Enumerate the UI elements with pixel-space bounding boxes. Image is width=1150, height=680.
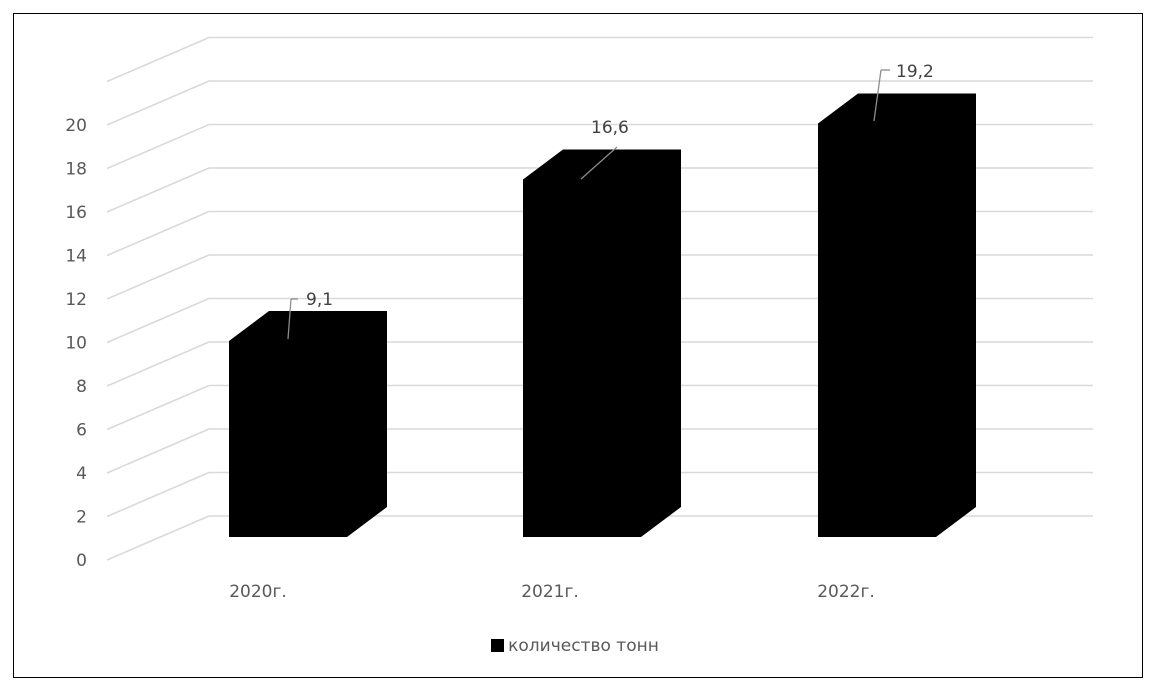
legend-swatch xyxy=(491,639,505,652)
bars xyxy=(229,93,976,537)
side-gridline xyxy=(106,384,210,431)
x-axis-categories: 2020г. 2021г. 2022г. xyxy=(229,582,875,602)
y-tick-label: 14 xyxy=(65,247,87,267)
side-gridline xyxy=(106,36,210,83)
data-label: 9,1 xyxy=(306,290,333,310)
y-tick-label: 4 xyxy=(76,464,87,484)
bar xyxy=(818,93,976,537)
data-label-leader xyxy=(287,298,292,340)
data-label-leader xyxy=(873,69,882,122)
data-label: 19,2 xyxy=(896,62,934,82)
y-tick-label: 6 xyxy=(76,421,87,441)
legend-label: количество тонн xyxy=(508,636,659,656)
side-gridline xyxy=(106,515,210,561)
side-gridline xyxy=(106,123,210,170)
legend: количество тонн xyxy=(0,636,1150,656)
x-category-label: 2021г. xyxy=(521,582,579,602)
data-label: 16,6 xyxy=(591,118,629,138)
side-gridline xyxy=(106,167,210,213)
y-tick-label: 2 xyxy=(76,508,87,528)
side-gridline xyxy=(106,210,210,257)
data-labels: 9,1 16,6 19,2 xyxy=(287,62,934,340)
y-tick-label: 12 xyxy=(65,290,87,310)
y-axis-ticks: 0 2 4 6 8 10 12 14 16 18 20 xyxy=(65,116,87,571)
side-gridline xyxy=(106,297,210,344)
side-gridline xyxy=(106,428,210,474)
y-tick-label: 20 xyxy=(65,116,87,136)
y-tick-label: 0 xyxy=(76,551,87,571)
bar xyxy=(523,149,681,537)
side-gridline xyxy=(106,80,210,126)
x-category-label: 2022г. xyxy=(817,582,875,602)
side-gridline xyxy=(106,471,210,518)
data-label-leader xyxy=(580,146,618,180)
y-tick-label: 16 xyxy=(65,203,87,223)
y-tick-label: 10 xyxy=(65,334,87,354)
chart-frame xyxy=(13,13,1143,678)
side-gridline xyxy=(106,254,210,300)
bar xyxy=(229,311,387,537)
y-tick-label: 8 xyxy=(76,377,87,397)
x-category-label: 2020г. xyxy=(229,582,287,602)
side-gridline xyxy=(106,341,210,387)
y-tick-label: 18 xyxy=(65,160,87,180)
